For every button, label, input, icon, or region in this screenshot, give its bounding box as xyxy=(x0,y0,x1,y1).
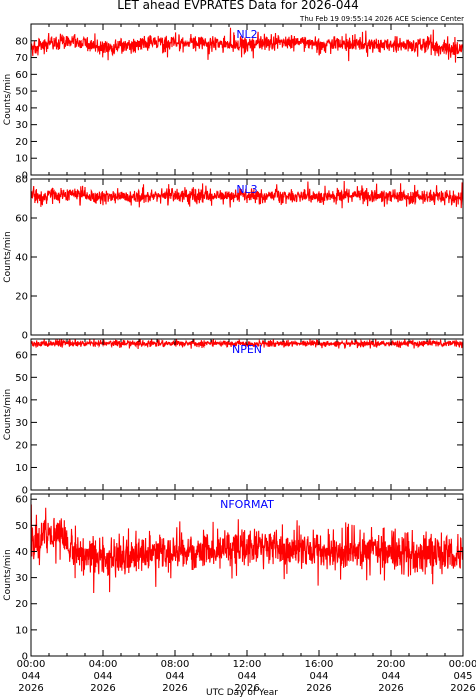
x-tick-label: 2026 xyxy=(162,683,187,694)
y-tick-label: 0 xyxy=(22,486,28,497)
panel-frame xyxy=(30,338,464,491)
y-tick-label: 20 xyxy=(15,137,28,148)
y-tick-label: 60 xyxy=(15,214,28,225)
series-label: NFORMAT xyxy=(220,498,274,511)
panel-frame xyxy=(30,493,464,657)
chart-timestamp: Thu Feb 19 09:55:14 2026 ACE Science Cen… xyxy=(299,15,464,23)
x-tick-label: 044 xyxy=(21,671,40,682)
series-label: NPEN xyxy=(232,343,262,356)
y-tick-label: 40 xyxy=(15,253,28,264)
x-axis-label: UTC Day of Year xyxy=(206,688,278,698)
y-tick-label: 0 xyxy=(22,171,28,182)
panel-nl2: 0 10 20 30 40 50 60 70 80 Counts/min NL2 xyxy=(3,23,464,182)
y-axis-label: Counts/min xyxy=(3,231,13,282)
x-tick-label: 2026 xyxy=(378,683,403,694)
y-tick-label: 10 xyxy=(15,154,28,165)
y-tick-label: 60 xyxy=(15,70,28,81)
x-tick-label: 2026 xyxy=(90,683,115,694)
x-tick-label: 12:00 xyxy=(233,659,262,670)
series-line-nl2 xyxy=(30,27,464,63)
panel-nl3: 0 20 40 60 80 Counts/min NL3 xyxy=(3,175,464,342)
x-tick-label: 044 xyxy=(165,671,184,682)
y-tick-label: 80 xyxy=(15,175,28,186)
chart-title: LET ahead EVPRATES Data for 2026-044 xyxy=(117,0,359,12)
x-tick-label: 04:00 xyxy=(89,659,118,670)
y-tick-label: 50 xyxy=(15,521,28,532)
y-tick-label: 10 xyxy=(15,625,28,636)
series-label: NL3 xyxy=(236,183,257,196)
y-tick-label: 70 xyxy=(15,53,28,64)
series-line-nformat xyxy=(30,504,464,593)
x-tick-label: 044 xyxy=(381,671,400,682)
y-tick-label: 80 xyxy=(15,36,28,47)
x-tick-label: 2026 xyxy=(18,683,43,694)
y-tick-label: 10 xyxy=(15,463,28,474)
y-tick-label: 30 xyxy=(15,120,28,131)
y-axis-label: Counts/min xyxy=(3,74,13,125)
y-tick-label: 30 xyxy=(15,573,28,584)
x-tick-label: 00:00 xyxy=(449,659,476,670)
x-tick-label: 045 xyxy=(453,671,472,682)
series-label: NL2 xyxy=(236,28,257,41)
y-tick-label: 40 xyxy=(15,395,28,406)
x-tick-label: 2026 xyxy=(306,683,331,694)
y-tick-label: 20 xyxy=(15,440,28,451)
y-tick-label: 20 xyxy=(15,599,28,610)
x-tick-label: 20:00 xyxy=(377,659,406,670)
y-tick-label: 40 xyxy=(15,547,28,558)
y-tick-label: 40 xyxy=(15,103,28,114)
series-line-nl3 xyxy=(30,181,464,209)
x-tick-label: 044 xyxy=(237,671,256,682)
y-axis-label: Counts/min xyxy=(3,549,13,600)
y-tick-label: 20 xyxy=(15,292,28,303)
y-tick-label: 50 xyxy=(15,373,28,384)
panel-npen: 0 10 20 30 40 50 60 Counts/min NPEN xyxy=(3,337,464,497)
y-tick-label: 60 xyxy=(15,495,28,506)
y-tick-label: 50 xyxy=(15,87,28,98)
x-tick-label: 044 xyxy=(309,671,328,682)
y-tick-label: 60 xyxy=(15,350,28,361)
y-tick-label: 0 xyxy=(22,331,28,342)
y-tick-label: 30 xyxy=(15,418,28,429)
x-tick-label: 16:00 xyxy=(305,659,334,670)
panel-nformat: 0 10 20 30 40 50 60 Counts/min NFORMAT xyxy=(3,493,464,663)
x-tick-label: 08:00 xyxy=(161,659,190,670)
x-tick-label: 00:00 xyxy=(17,659,46,670)
x-tick-label: 044 xyxy=(93,671,112,682)
y-tick-label: 0 xyxy=(22,652,28,663)
x-tick-label: 2026 xyxy=(450,683,475,694)
x-tick-label: 2026 xyxy=(234,683,259,694)
y-axis-label: Counts/min xyxy=(3,389,13,440)
